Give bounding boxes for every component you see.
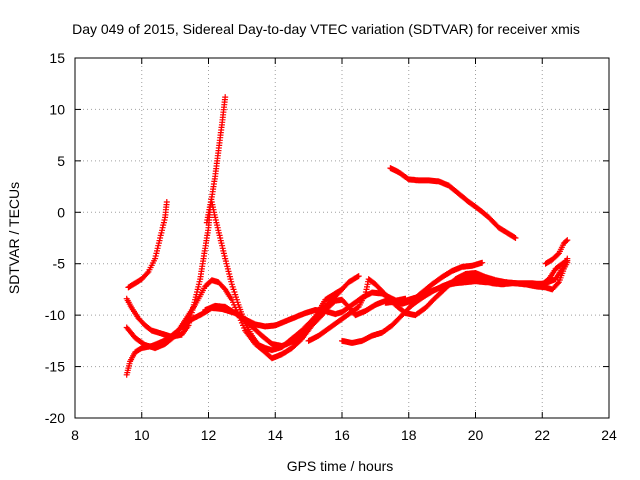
series-track-5	[123, 277, 409, 362]
series-markers	[123, 199, 362, 354]
y-tick-label: 0	[57, 204, 65, 220]
x-tick-label: 24	[601, 427, 617, 443]
x-tick-label: 22	[534, 427, 550, 443]
series-markers	[542, 237, 571, 267]
series-track-11	[542, 237, 571, 267]
y-tick-label: 10	[49, 101, 65, 117]
x-tick-label: 16	[334, 427, 350, 443]
x-tick-label: 10	[134, 427, 150, 443]
series-track-9	[382, 259, 571, 306]
y-tick-label: 5	[57, 153, 65, 169]
y-tick-label: -15	[45, 359, 65, 375]
y-tick-label: -20	[45, 410, 65, 426]
x-tick-label: 8	[71, 427, 79, 443]
x-tick-label: 20	[468, 427, 484, 443]
series-markers	[123, 277, 409, 362]
series-markers	[305, 255, 571, 344]
series-track-7	[305, 255, 571, 344]
series-markers	[382, 259, 571, 306]
grid	[75, 58, 609, 418]
series-markers	[203, 94, 229, 226]
series-markers	[125, 199, 170, 291]
y-tick-label: -5	[53, 256, 66, 272]
y-tick-label: 15	[49, 50, 65, 66]
series-markers	[387, 165, 519, 241]
series-track-10	[387, 165, 519, 241]
x-tick-label: 18	[401, 427, 417, 443]
series-track-3	[123, 199, 362, 354]
data-points	[123, 94, 571, 378]
series-track-1	[125, 199, 170, 291]
y-axis-label: SDTVAR / TECUs	[6, 182, 22, 294]
x-tick-label: 14	[267, 427, 283, 443]
x-tick-label: 12	[201, 427, 217, 443]
chart-title: Day 049 of 2015, Sidereal Day-to-day VTE…	[72, 21, 580, 37]
series-track-4	[203, 94, 229, 226]
axis-ticks: 8 10 12 14 16 18 20 22 24 -20 -15 -10 -5 0 5 10 15	[45, 50, 617, 443]
y-tick-label: -10	[45, 307, 65, 323]
x-axis-label: GPS time / hours	[287, 458, 394, 474]
